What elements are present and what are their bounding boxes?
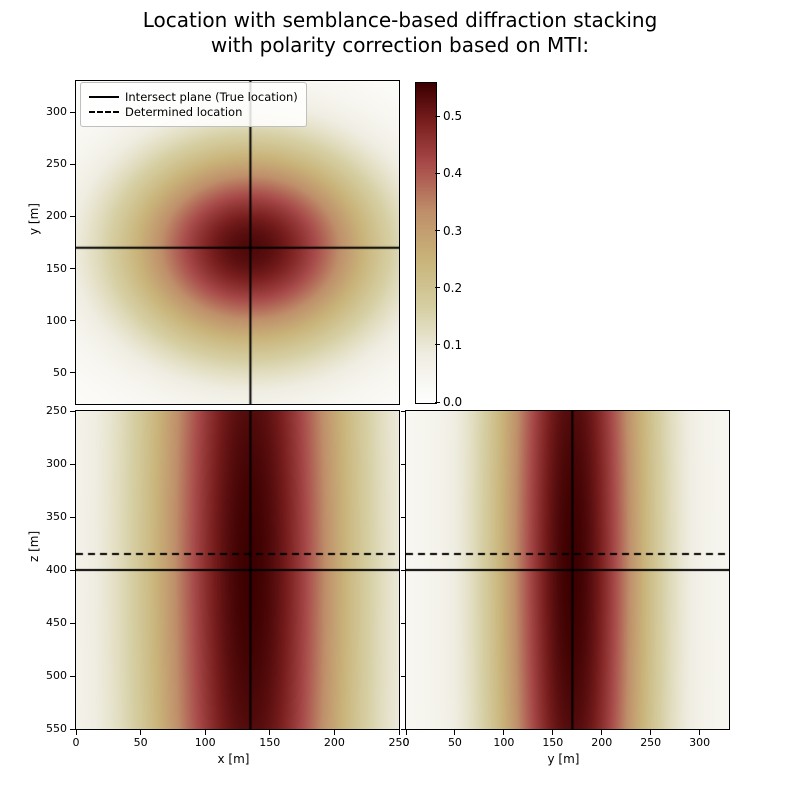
- colorbar-tick-label: 0.1: [443, 338, 462, 352]
- ytick-label: 500: [46, 669, 67, 682]
- xtick-label: 50: [129, 736, 153, 749]
- panel-yz-plane: [405, 410, 730, 730]
- heatmap-xy: [76, 81, 399, 404]
- ytick-label: 350: [46, 510, 67, 523]
- heatmap-xz: [76, 411, 399, 729]
- ytick-label: 550: [46, 722, 67, 735]
- legend-label-0: Intersect plane (True location): [125, 90, 298, 104]
- ytick-label: 400: [46, 563, 67, 576]
- xtick-label: 100: [492, 736, 516, 749]
- xtick-label: 250: [639, 736, 663, 749]
- ytick-label: 200: [46, 209, 67, 222]
- xtick-label: 0: [64, 736, 88, 749]
- ytick-label: 50: [53, 366, 67, 379]
- ytick-label: 100: [46, 314, 67, 327]
- heatmap-yz: [406, 411, 729, 729]
- xtick-label: 300: [688, 736, 712, 749]
- xtick-label: 200: [322, 736, 346, 749]
- xtick-label: 150: [541, 736, 565, 749]
- ytick-label: 300: [46, 105, 67, 118]
- xtick-label: 150: [258, 736, 282, 749]
- legend-swatch-solid: [89, 96, 119, 98]
- x-axis-label: x [m]: [218, 752, 250, 766]
- legend-swatch-dashed: [89, 111, 119, 113]
- chart-title: Location with semblance-based diffractio…: [0, 8, 800, 58]
- colorbar-tick-label: 0.4: [443, 166, 462, 180]
- xtick-label: 100: [193, 736, 217, 749]
- ytick-label: 450: [46, 616, 67, 629]
- ytick-label: 300: [46, 457, 67, 470]
- xtick-label: 0: [394, 736, 418, 749]
- colorbar-tick-label: 0.0: [443, 395, 462, 409]
- colorbar-tick-label: 0.2: [443, 281, 462, 295]
- colorbar-tick-label: 0.5: [443, 109, 462, 123]
- xtick-label: 50: [443, 736, 467, 749]
- ytick-label: 250: [46, 404, 67, 417]
- ytick-label: 250: [46, 157, 67, 170]
- colorbar-tick-label: 0.3: [443, 224, 462, 238]
- x-axis-label: y [m]: [548, 752, 580, 766]
- y-axis-label: y [m]: [27, 203, 41, 235]
- y-axis-label: z [m]: [27, 531, 41, 562]
- xtick-label: 200: [590, 736, 614, 749]
- legend-label-1: Determined location: [125, 105, 242, 119]
- colorbar: [415, 82, 437, 404]
- panel-xy-plane: [75, 80, 400, 405]
- panel-xz-plane: [75, 410, 400, 730]
- ytick-label: 150: [46, 262, 67, 275]
- legend: Intersect plane (True location) Determin…: [80, 82, 307, 127]
